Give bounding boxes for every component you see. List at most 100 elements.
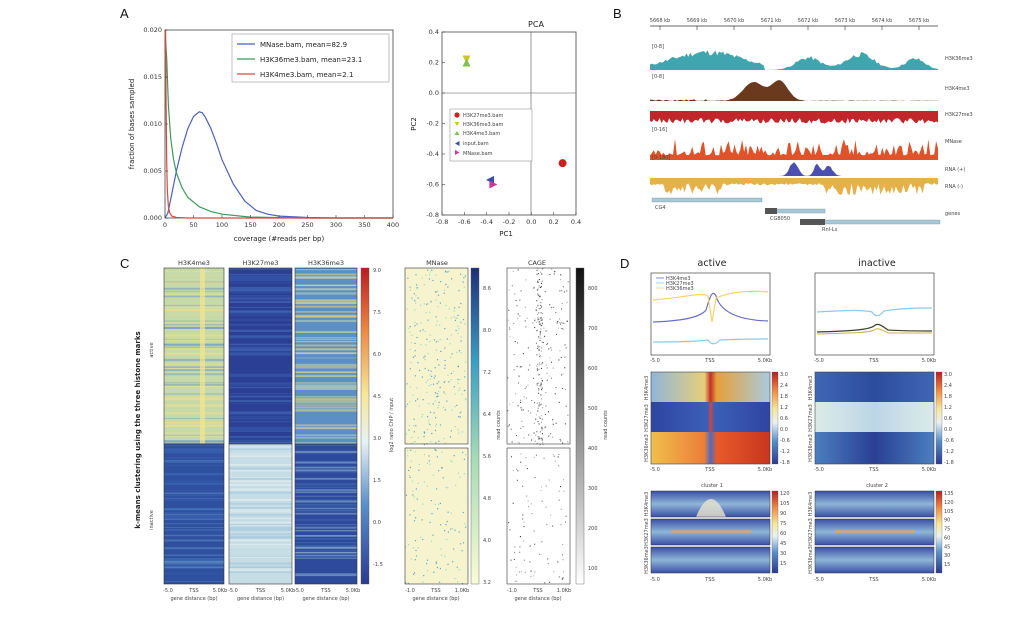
heatmap-stripe [295, 450, 357, 454]
pca-ylabel: PC2 [410, 117, 418, 131]
mnase-dot [424, 355, 426, 357]
cage-dot [529, 561, 531, 563]
pca-ytick: 0.0 [429, 89, 439, 97]
d-cbar-inactive [935, 371, 943, 465]
cage-dot [566, 290, 568, 292]
mnase-dot [445, 317, 447, 319]
mnase-dot [435, 316, 437, 318]
mnase-dot [444, 409, 446, 411]
heatmap-stripe [295, 337, 357, 339]
cage-dot [536, 321, 538, 323]
cage-dot [540, 363, 542, 365]
mnase-dot [437, 395, 439, 397]
cage-dot [536, 310, 538, 312]
cage-dot [551, 377, 553, 379]
mnase-dot [423, 284, 425, 286]
heatmap-xtick: 5.0Kb [346, 588, 360, 594]
coverage-xtick: 250 [301, 221, 313, 229]
cage-dot [562, 442, 564, 444]
mnase-dot [454, 393, 456, 395]
cage-dot [521, 420, 523, 422]
cage-dot [519, 315, 521, 317]
mnase-dot [459, 321, 461, 324]
mnase-dot [461, 393, 463, 395]
cage-dot [519, 551, 521, 553]
profile-xtick: TSS [868, 358, 878, 364]
mnase-dot [414, 300, 416, 302]
heatmap-stripe [229, 533, 292, 536]
heatmap-stripe [164, 369, 224, 372]
panel-letter-d: D [620, 256, 629, 271]
heatmap-stripe [295, 348, 357, 349]
mnase-dot [464, 370, 466, 372]
cage-dot [532, 377, 534, 379]
cage-dot [543, 327, 545, 329]
mnase-dot [465, 526, 467, 528]
cage-dot [541, 313, 543, 315]
cage-dot [519, 442, 521, 444]
mnase-dot [462, 511, 464, 514]
cluster2-row-2 [815, 547, 934, 573]
cage-dot [547, 411, 549, 413]
cluster-cbar-tick: 60 [780, 531, 786, 537]
mnase-dot [450, 372, 452, 375]
cage-dot [538, 353, 540, 355]
mnase-dot [454, 426, 456, 428]
pca-xtick: -0.4 [480, 218, 493, 226]
heatmap-stripe [229, 335, 292, 338]
mnase-dot [431, 432, 433, 435]
heatmap-stripe [295, 544, 357, 547]
mnase-dot [458, 569, 460, 571]
track-h3k27me3 [650, 111, 938, 124]
mnase-dot [412, 441, 414, 444]
cage-dot [560, 486, 562, 488]
mnase-dot [453, 370, 455, 372]
mnase-dot [460, 340, 462, 342]
mnase-dot [444, 289, 446, 291]
cluster-frame [814, 518, 935, 546]
cage-dot [542, 342, 544, 344]
cage-xtick: -1.0 [507, 588, 517, 594]
heatmap-stripe [229, 519, 292, 521]
cluster2-row-0 [815, 491, 934, 517]
track-range-3: [0-16] [652, 127, 667, 133]
cage-dot [534, 402, 536, 404]
cage-dot [541, 427, 543, 429]
gene-label-0: CG4 [655, 205, 666, 211]
cbar-cage-tick: 700 [588, 326, 598, 332]
heatmap-stripe [295, 556, 357, 559]
mnase-dot [450, 317, 452, 319]
mnase-dot [410, 342, 413, 344]
cage-dot [523, 396, 525, 398]
cage-dot [522, 514, 524, 516]
mnase-dot [423, 431, 426, 434]
d-title-active: active [698, 258, 727, 269]
cage-dot [536, 273, 538, 275]
cage-dot [531, 513, 533, 515]
cage-dot [534, 327, 536, 329]
cage-dot [550, 514, 552, 516]
heatmap-stripe [164, 385, 224, 388]
heatmap-stripe [229, 453, 292, 455]
mnase-dot [427, 353, 429, 355]
cage-dot [567, 281, 569, 283]
d-active-h3k36me3 [651, 432, 770, 464]
cage-dot [516, 305, 518, 307]
mnase-dot [431, 540, 433, 542]
cage-dot [554, 271, 556, 273]
heatmap-stripe [295, 300, 357, 302]
heatmap-stripe [295, 397, 357, 400]
heatmap-title-2: H3K36me3 [308, 259, 344, 267]
cage-dot [550, 347, 552, 349]
cage-dot [523, 540, 525, 542]
mnase-dot [410, 449, 412, 451]
mnase-dot [444, 347, 446, 349]
heatmap-stripe [164, 271, 224, 272]
heatmap-stripe [295, 552, 357, 554]
cage-dot [552, 367, 554, 369]
cbar-cage-tick: 100 [588, 566, 598, 572]
cage-dot [560, 508, 562, 510]
cage-dot [520, 290, 522, 292]
mnase-dot [458, 432, 460, 434]
cbar-cage-tick: 300 [588, 486, 598, 492]
